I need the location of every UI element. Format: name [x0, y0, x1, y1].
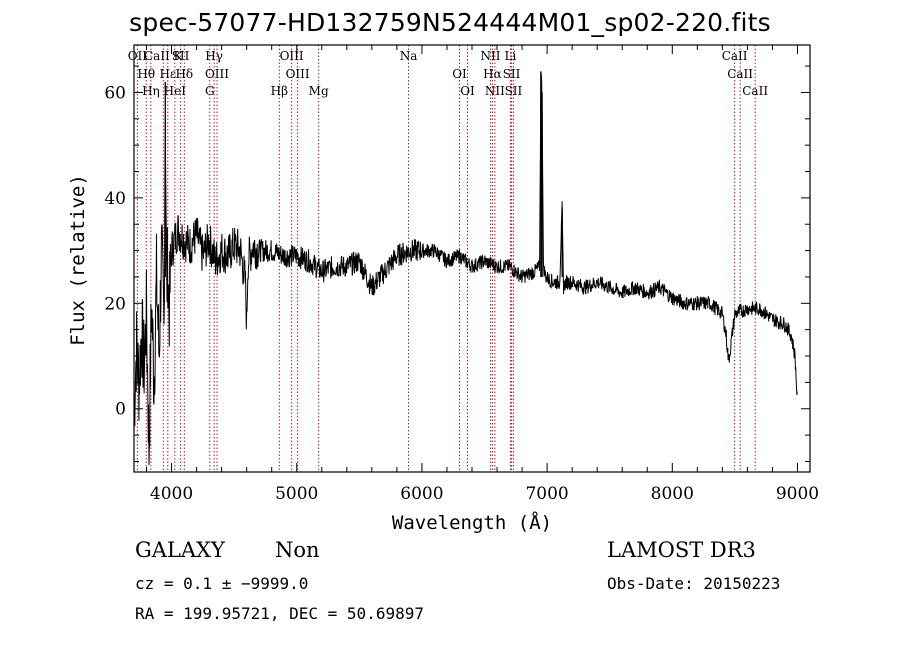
x-tick-label: 5000: [275, 484, 318, 504]
obs-date: Obs-Date: 20150223: [607, 574, 781, 593]
marker-labels: OII Hθ Hη CaII K Hε HeI SII Hδ G Hγ OIII Hβ OIII OIII…: [128, 49, 769, 98]
y-axis-label: Flux (relative): [67, 174, 89, 346]
marker-label: OIII: [280, 49, 304, 63]
x-axis-ticks: 4000 5000 6000 7000 8000 9000: [146, 45, 819, 504]
coordinates: RA = 199.95721, DEC = 50.69897: [135, 604, 424, 623]
plot-frame: [133, 44, 811, 473]
marker-label: Hη: [142, 84, 160, 98]
marker-label: Hδ: [175, 67, 193, 81]
marker-label: OI: [460, 84, 475, 98]
object-class: GALAXY: [135, 538, 225, 562]
marker-label: OI: [452, 67, 467, 81]
x-tick-label: 4000: [150, 484, 193, 504]
marker-label: CaII: [742, 84, 768, 98]
object-subclass: Non: [275, 538, 320, 562]
marker-label: Mg: [309, 84, 329, 98]
x-tick-label: 8000: [651, 484, 694, 504]
marker-label: CaII: [727, 67, 753, 81]
marker-label: Na: [400, 49, 418, 63]
spectrum-line: [133, 72, 798, 466]
marker-label: SII: [505, 84, 523, 98]
marker-label: CaII K: [144, 49, 184, 63]
y-tick-label: 20: [104, 294, 126, 314]
x-tick-label: 9000: [776, 484, 819, 504]
marker-label: OII: [128, 49, 148, 63]
marker-label: Hα: [483, 67, 502, 81]
marker-label: OIII: [205, 67, 229, 81]
marker-label: G: [205, 84, 215, 98]
chart-title: spec-57077-HD132759N524444M01_sp02-220.f…: [129, 8, 771, 37]
marker-label: SII: [172, 49, 190, 63]
x-axis-label: Wavelength (Å): [391, 512, 553, 534]
y-tick-label: 0: [115, 400, 126, 420]
marker-label: Hθ: [137, 67, 155, 81]
redshift-text: cz = 0.1 ± −9999.0: [135, 574, 309, 593]
marker-label: Li: [505, 49, 517, 63]
marker-label: Hε: [159, 67, 176, 81]
line-markers: [136, 45, 756, 472]
marker-label: HeI: [164, 84, 187, 98]
marker-label: CaII: [722, 49, 748, 63]
marker-label: NII: [485, 84, 505, 98]
y-axis-ticks: 0 20 40 60: [104, 65, 810, 462]
survey-name: LAMOST DR3: [607, 538, 756, 562]
x-tick-label: 6000: [400, 484, 443, 504]
x-tick-label: 7000: [525, 484, 568, 504]
marker-label: SII: [503, 67, 521, 81]
marker-label: OIII: [286, 67, 310, 81]
marker-label: NII: [481, 49, 501, 63]
y-tick-label: 60: [104, 83, 126, 103]
marker-label: Hβ: [271, 84, 288, 98]
marker-label: Hγ: [205, 49, 223, 63]
y-tick-label: 40: [104, 189, 126, 209]
